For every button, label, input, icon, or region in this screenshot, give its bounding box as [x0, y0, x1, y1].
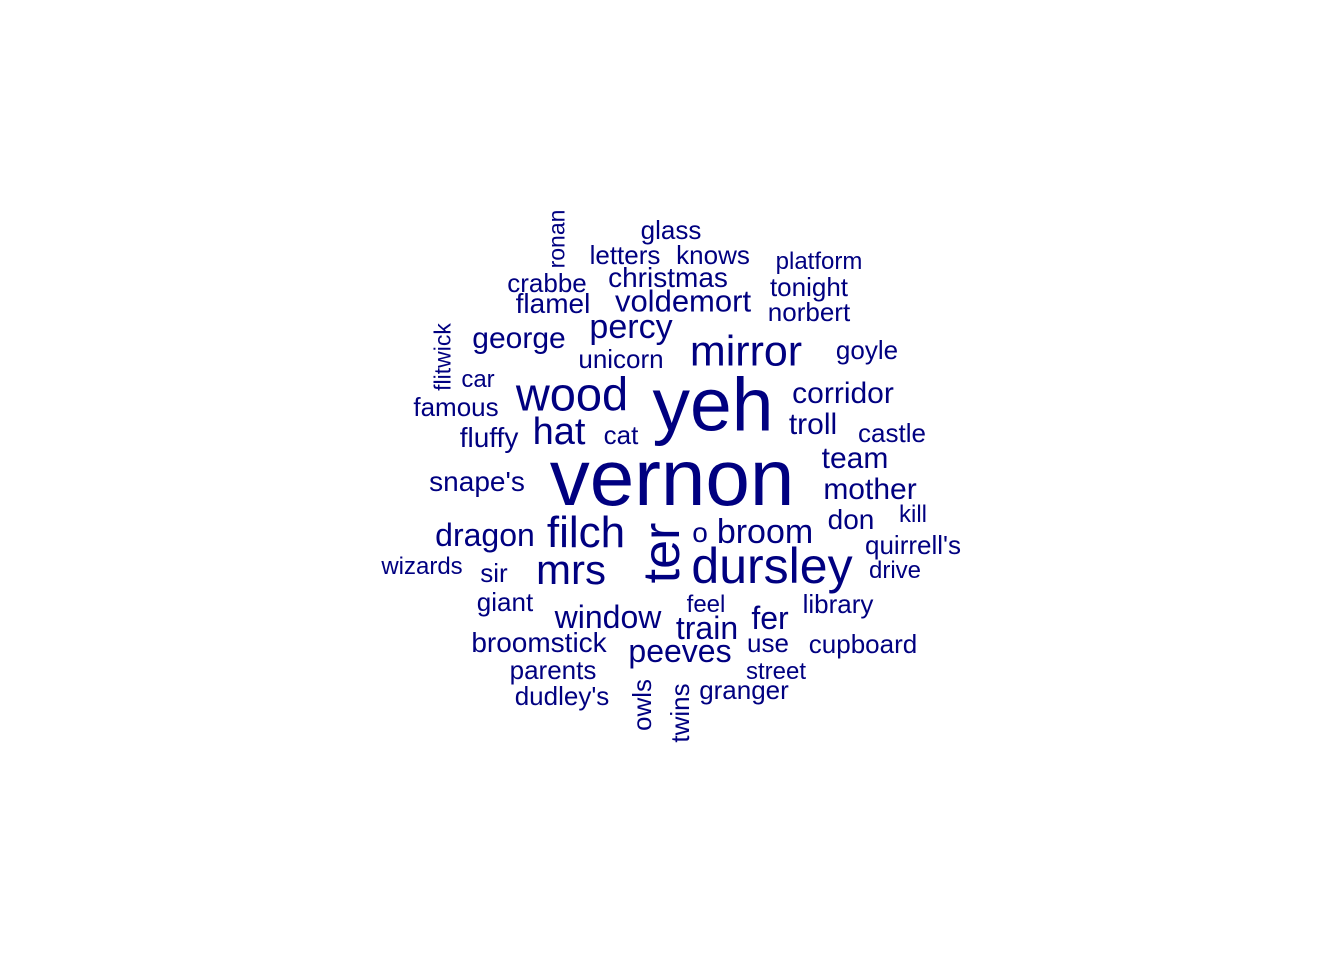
word-dragon: dragon	[435, 517, 535, 553]
word-ter: ter	[633, 522, 691, 584]
word-wizards: wizards	[381, 553, 463, 580]
word-norbert: norbert	[767, 297, 851, 327]
word-voldemort: voldemort	[614, 283, 752, 319]
word-car: car	[461, 366, 495, 393]
word-castle: castle	[858, 418, 926, 448]
word-cupboard: cupboard	[808, 629, 918, 659]
word-library: library	[802, 589, 874, 619]
word-famous: famous	[413, 392, 499, 422]
word-dudleys: dudley's	[514, 681, 610, 711]
word-parents: parents	[509, 655, 597, 685]
word-dursley: dursley	[691, 538, 853, 594]
word-mrs: mrs	[536, 546, 606, 593]
word-kill: kill	[899, 501, 927, 528]
word-granger: granger	[699, 675, 789, 705]
word-o: o	[692, 517, 708, 548]
word-cat: cat	[603, 420, 639, 450]
word-knows: knows	[676, 240, 750, 270]
word-street: street	[745, 658, 807, 685]
word-wood: wood	[515, 367, 629, 421]
word-filch: filch	[546, 508, 626, 557]
word-fluffy: fluffy	[459, 422, 519, 453]
word-quirrells: quirrell's	[865, 530, 961, 560]
word-feel: feel	[686, 591, 726, 618]
word-broom: broom	[716, 513, 814, 551]
word-owls: owls	[627, 678, 657, 732]
word-hat: hat	[532, 411, 586, 453]
word-vernon: vernon	[549, 433, 795, 522]
word-crabbe: crabbe	[507, 268, 587, 298]
word-use: use	[747, 628, 789, 658]
word-christmas: christmas	[608, 262, 728, 293]
word-mother: mother	[823, 473, 917, 506]
word-broomstick: broomstick	[471, 627, 607, 658]
word-glass: glass	[640, 215, 702, 245]
word-platform: platform	[775, 248, 863, 275]
word-percy: percy	[589, 308, 673, 346]
word-drive: drive	[868, 557, 922, 584]
word-mirror: mirror	[689, 327, 803, 376]
word-flitwick: flitwick	[429, 323, 456, 391]
word-sir: sir	[480, 558, 508, 588]
word-snapes: snape's	[429, 466, 525, 497]
word-yeh: yeh	[652, 362, 774, 447]
word-don: don	[827, 504, 875, 535]
word-twins: twins	[665, 683, 695, 743]
word-window: window	[554, 599, 662, 635]
word-letters: letters	[589, 240, 661, 270]
word-peeves: peeves	[628, 633, 732, 669]
word-troll: troll	[788, 408, 838, 441]
word-ronan: ronan	[543, 209, 570, 269]
word-flamel: flamel	[515, 288, 591, 319]
word-giant: giant	[476, 587, 534, 617]
word-train: train	[675, 610, 739, 646]
word-team: team	[821, 442, 889, 475]
word-fer: fer	[751, 600, 789, 636]
word-george: george	[472, 322, 566, 355]
word-goyle: goyle	[835, 335, 899, 365]
word-tonight: tonight	[769, 272, 849, 302]
word-corridor: corridor	[792, 377, 894, 410]
word-unicorn: unicorn	[578, 344, 664, 374]
